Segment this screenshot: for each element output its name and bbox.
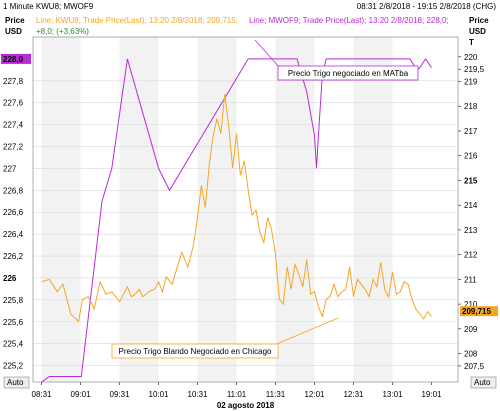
background-band: [41, 37, 81, 382]
legend-kw-line: Line; KWU8; Trade Price(Last); 13:20 2/8…: [36, 16, 238, 25]
left-tick-label: 226: [3, 274, 17, 283]
right-tick-label: 208: [464, 350, 478, 359]
right-tick-label: 219: [464, 78, 478, 87]
right-tick-label: 213: [464, 226, 478, 235]
x-tick-label: 19:01: [421, 390, 442, 399]
right-axis-title-t: T: [469, 38, 474, 47]
legend-mw-line: Line; MWOF9; Trade Price(Last); 13:20 2/…: [249, 16, 449, 25]
x-axis-label: 02 agosto 2018: [217, 401, 275, 410]
left-tick-label: 227,8: [3, 77, 24, 86]
right-tick-label: 218: [464, 102, 478, 111]
left-tick-label: 225,2: [3, 362, 24, 371]
auto-right-label: Auto: [474, 378, 491, 387]
mw-last-value-tag: [1, 53, 31, 64]
left-tick-label: 226,2: [3, 252, 24, 261]
left-tick-label: 225,8: [3, 296, 24, 305]
chart-title: 1 Minute KWU8; MWOF9: [3, 2, 94, 11]
time-range: 08:31 2/8/2018 - 19:15 2/8/2018 (CHG): [356, 2, 496, 11]
x-tick-label: 12:01: [304, 390, 325, 399]
x-tick-label: 12:31: [343, 390, 364, 399]
left-tick-label: 226,4: [3, 230, 24, 239]
auto-left-label: Auto: [7, 378, 24, 387]
left-tick-label: 225,6: [3, 318, 24, 327]
background-band: [353, 37, 393, 382]
legend-mw-text: Line; MWOF9; Trade Price(Last); 13:20 2/…: [249, 16, 449, 25]
auto-left-box: [3, 376, 30, 389]
left-tick-label: 226,6: [3, 208, 24, 217]
x-tick-label: 09:01: [71, 390, 92, 399]
x-tick-label: 11:01: [227, 390, 247, 399]
auto-right-box: [470, 376, 497, 389]
right-tick-label: 211: [464, 275, 477, 284]
background-band: [119, 37, 159, 382]
right-tick-label: 212: [464, 251, 478, 260]
mw-callout-box: [277, 65, 419, 81]
kw-callout-box: [111, 343, 279, 359]
right-tick-label: 207,5: [464, 362, 485, 371]
series-line-mwof9: [41, 57, 432, 383]
left-tick-label: 225,4: [3, 340, 24, 349]
kw-last-value-tag: [460, 306, 498, 317]
left-tick-label: 226,8: [3, 186, 24, 195]
background-band: [275, 37, 315, 382]
kw-callout-leader: [271, 317, 339, 347]
left-axis-title-usd: USD: [5, 27, 22, 36]
x-tick-label: 10:31: [188, 390, 209, 399]
x-tick-label: 11:31: [266, 390, 286, 399]
change-text: +8,0; (+3,63%): [36, 27, 89, 36]
right-tick-label: 217: [464, 127, 478, 136]
left-tick-label: 227: [3, 164, 17, 173]
right-tick-label: 210: [464, 300, 478, 309]
right-tick-label: 219,5: [464, 65, 485, 74]
right-tick-label: 215: [464, 176, 478, 185]
left-tick-label: 227,4: [3, 121, 24, 130]
x-tick-label: 13:01: [382, 390, 403, 399]
right-axis-title-usd: USD: [469, 27, 486, 36]
x-tick-label: 08:31: [32, 390, 53, 399]
mw-last-value-label: 228,0: [3, 55, 24, 64]
mw-callout-leader: [254, 39, 281, 69]
legend-kw-text: Line; KWU8; Trade Price(Last); 13:20 2/8…: [36, 16, 238, 25]
left-tick-label: 227,2: [3, 143, 24, 152]
right-tick-label: 209: [464, 325, 478, 334]
right-axis-title-price: Price: [469, 16, 489, 25]
background-band: [197, 37, 237, 382]
series-line-kwu8: [41, 93, 432, 323]
right-tick-label: 214: [464, 201, 478, 210]
left-axis-title-price: Price: [5, 16, 25, 25]
kw-callout-text: Precio Trigo Blando Negociado en Chicago: [119, 347, 273, 356]
mw-callout-text: Precio Trigo negociado en MATba: [288, 69, 409, 78]
plot-frame: [32, 36, 459, 383]
right-tick-label: 216: [464, 152, 478, 161]
kw-last-value-label: 209,715: [462, 307, 491, 316]
right-tick-label: 220: [464, 53, 478, 62]
x-tick-label: 10:01: [149, 390, 170, 399]
left-tick-label: 227,6: [3, 99, 24, 108]
x-tick-label: 09:31: [110, 390, 131, 399]
